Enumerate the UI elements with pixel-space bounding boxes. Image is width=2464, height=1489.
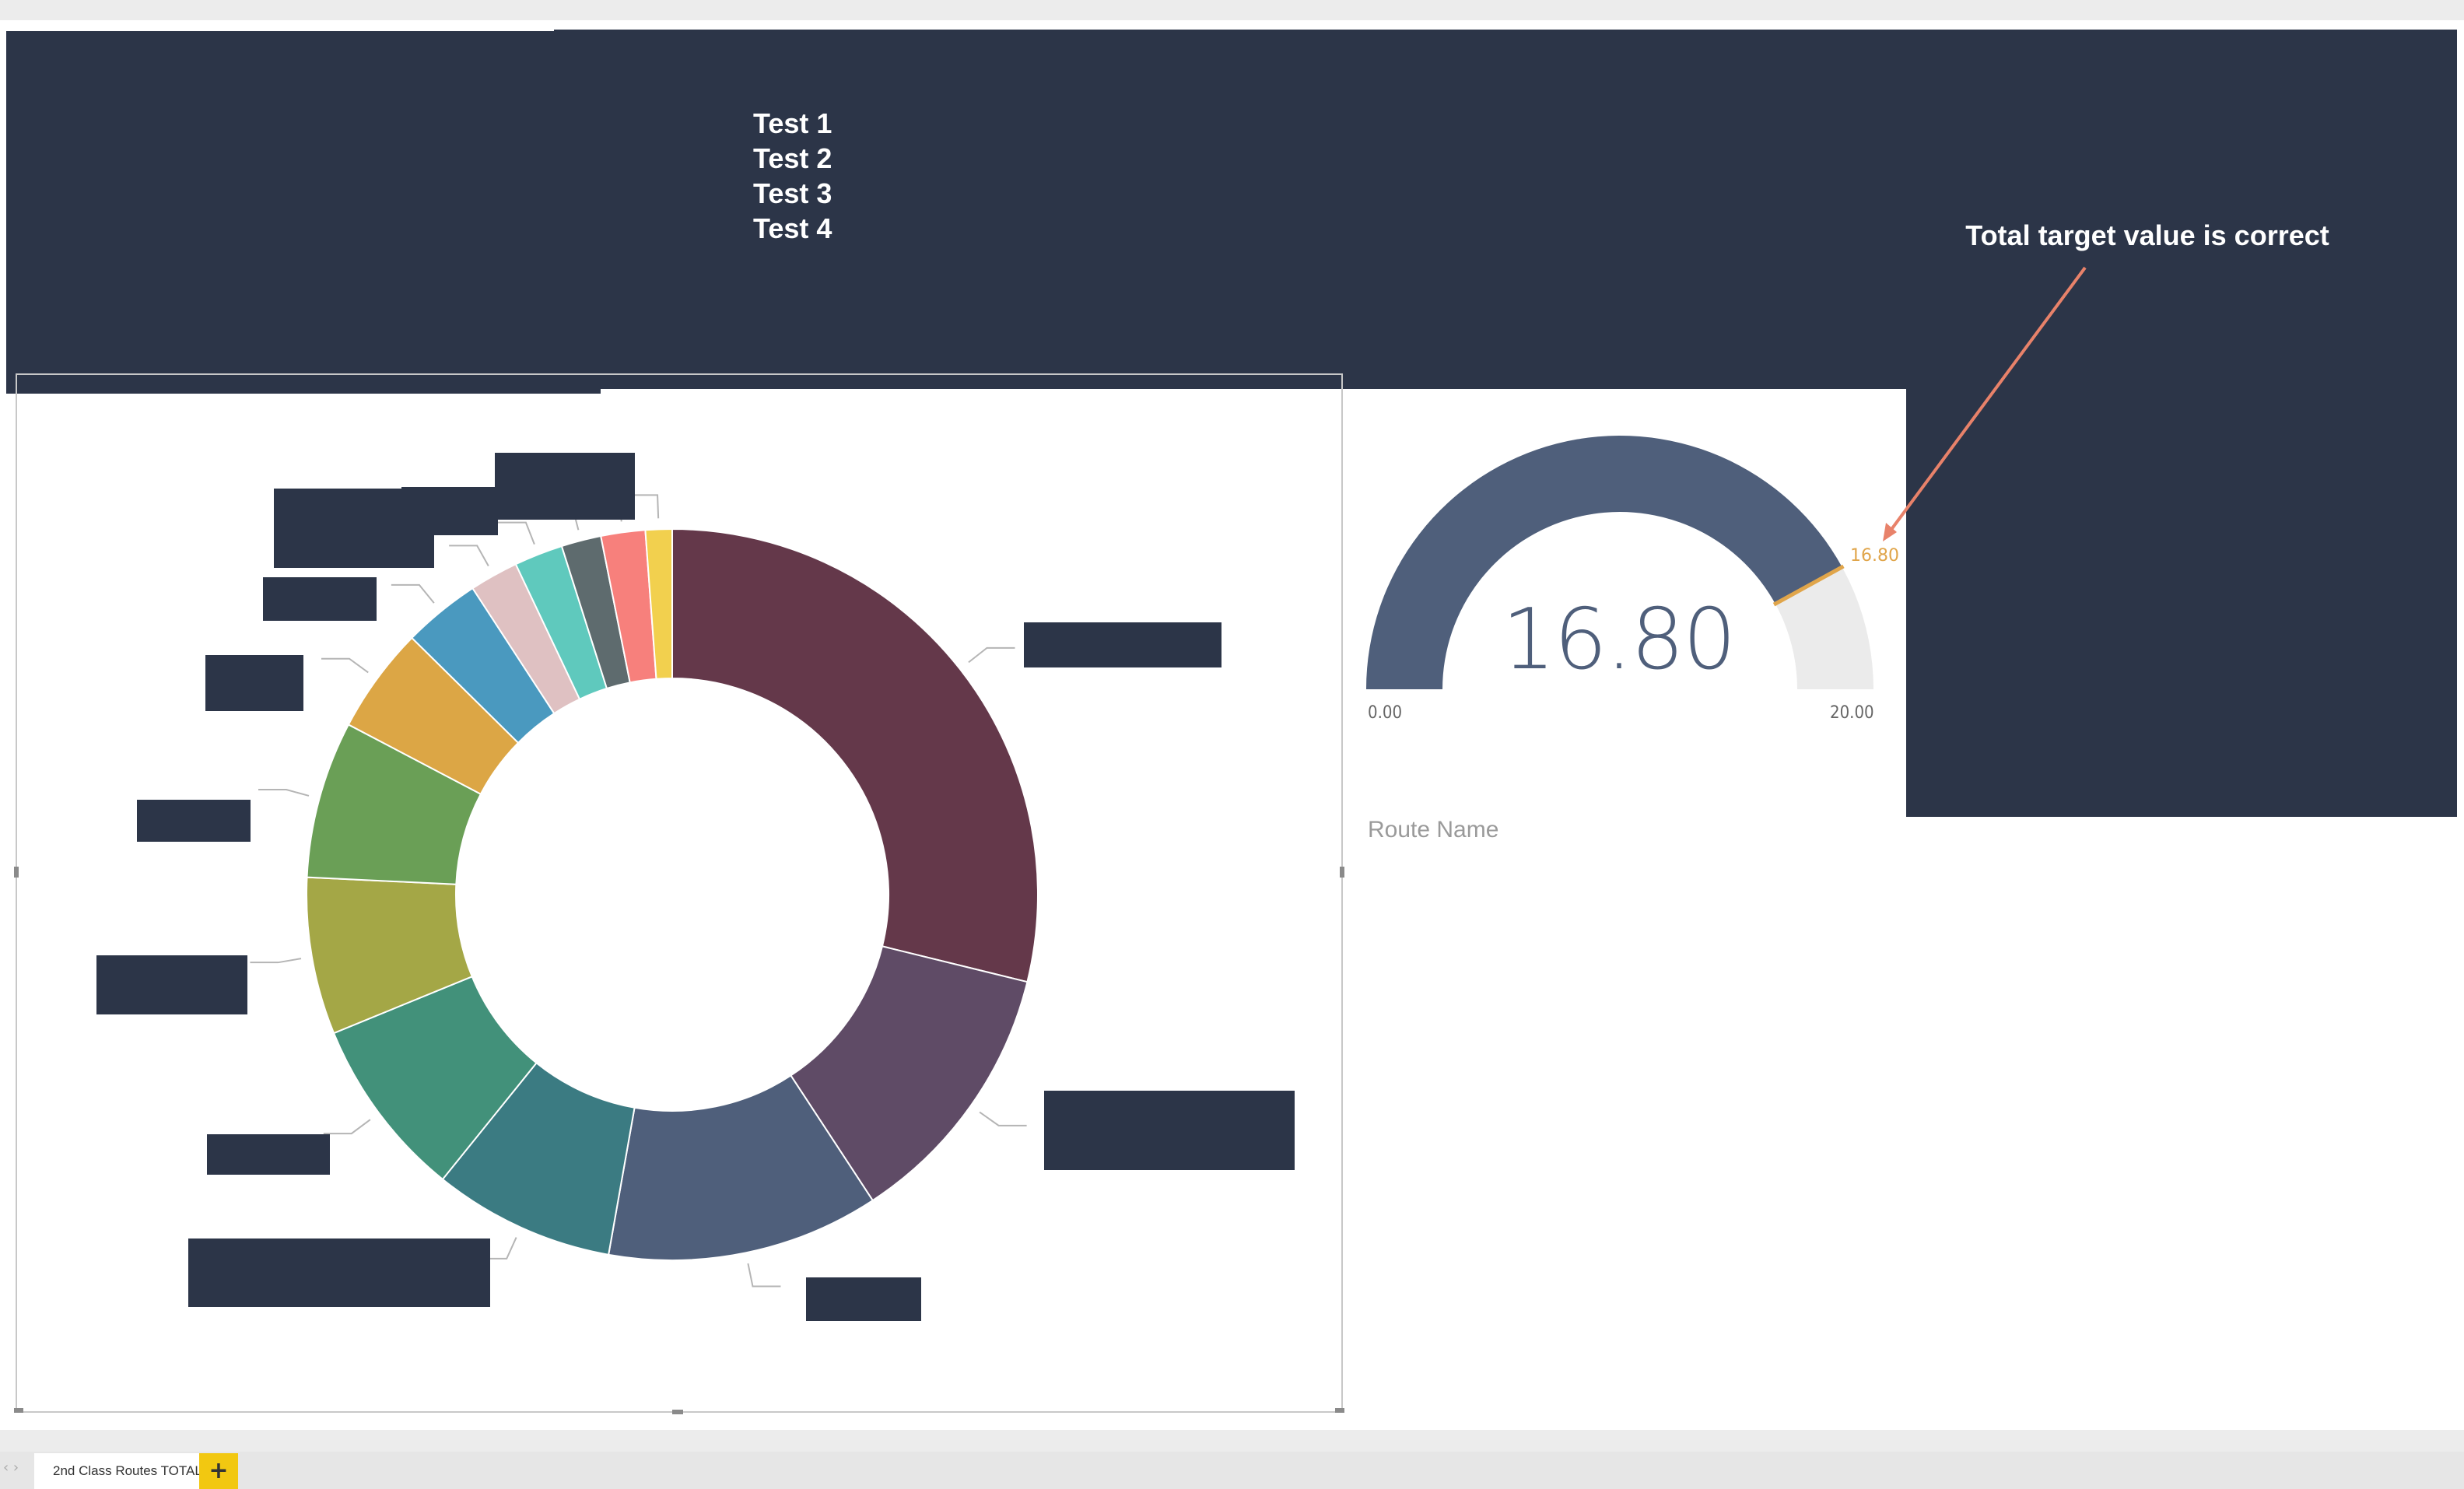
donut-leader-line xyxy=(258,789,310,797)
redacted-label xyxy=(207,1134,330,1175)
header-notch xyxy=(0,20,554,31)
donut-leader-line xyxy=(321,657,369,674)
donut-leader-line xyxy=(391,583,435,604)
donut-leader-line xyxy=(979,1111,1027,1126)
donut-leader-line xyxy=(497,521,535,545)
header-line: Test 1 xyxy=(753,107,832,139)
tab-2nd-class-routes-total[interactable]: 2nd Class Routes TOTAL xyxy=(34,1453,221,1489)
donut-slice[interactable] xyxy=(644,527,673,680)
annotation-arrowhead xyxy=(1883,523,1897,541)
header-text-block: Test 1 Test 2 Test 3 Test 4 xyxy=(753,106,832,246)
donut-leader-line xyxy=(449,545,489,567)
redacted-label xyxy=(263,577,377,621)
redacted-label xyxy=(1044,1091,1295,1170)
donut-leader-line xyxy=(323,1119,371,1135)
add-page-button[interactable]: + xyxy=(199,1453,238,1489)
redacted-label xyxy=(96,955,247,1014)
page-tab-bar xyxy=(0,1452,2464,1489)
tab-nav-arrows-icon[interactable]: ‹ › xyxy=(3,1459,19,1476)
resize-handle-corner-bl[interactable] xyxy=(14,1408,23,1413)
gauge-max-label: 20.00 xyxy=(1830,703,1874,723)
gauge-target-label: 16.80 xyxy=(1850,546,1899,566)
redacted-label xyxy=(1024,622,1221,667)
donut-leader-line xyxy=(250,958,302,964)
redacted-label xyxy=(806,1277,921,1321)
donut-leader-line xyxy=(629,494,660,519)
header-line: Test 2 xyxy=(753,142,832,174)
resize-handle-left[interactable] xyxy=(14,867,19,878)
annotation-arrow xyxy=(1884,266,2087,538)
header-edge xyxy=(6,384,601,394)
gauge-min-label: 0.00 xyxy=(1368,703,1403,723)
gauge-value: 16.80 xyxy=(1502,591,1736,688)
redacted-label xyxy=(137,800,251,842)
donut-chart[interactable] xyxy=(306,527,1039,1261)
annotation-text: Total target value is correct xyxy=(1965,219,2329,251)
header-line: Test 4 xyxy=(753,212,832,244)
header-banner xyxy=(6,30,2457,389)
resize-handle-bottom[interactable] xyxy=(672,1410,683,1414)
redacted-label xyxy=(495,453,635,520)
redacted-label xyxy=(188,1238,490,1307)
gauge-target-marker xyxy=(1772,564,1845,607)
header-line: Test 3 xyxy=(753,177,832,209)
donut-slice[interactable] xyxy=(671,527,1039,983)
redacted-label xyxy=(274,489,434,568)
redacted-panel xyxy=(1906,384,2457,817)
redacted-label xyxy=(205,655,303,711)
resize-handle-right[interactable] xyxy=(1340,867,1344,878)
field-label-route-name: Route Name xyxy=(1368,817,1499,843)
resize-handle-corner-br[interactable] xyxy=(1335,1408,1344,1413)
gauge-chart[interactable] xyxy=(1366,435,1873,689)
donut-leader-line xyxy=(747,1263,781,1288)
gauge-fill xyxy=(1366,435,1842,689)
donut-slice[interactable] xyxy=(790,945,1029,1202)
donut-leader-line xyxy=(968,646,1015,664)
